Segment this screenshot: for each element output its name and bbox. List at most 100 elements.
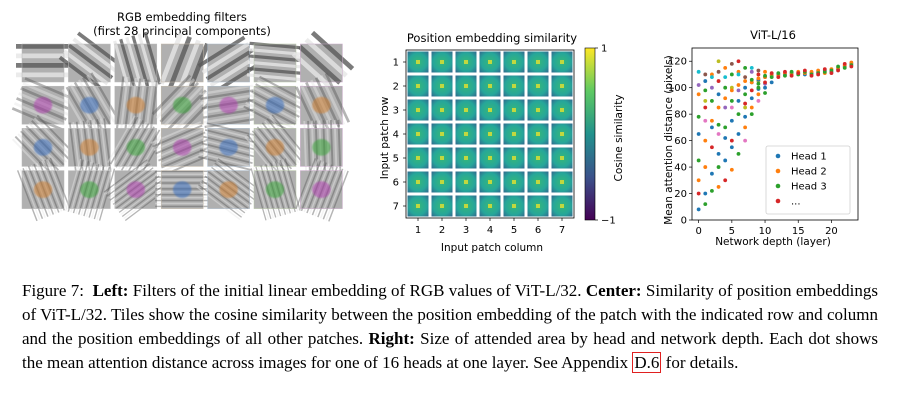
tile-peak (416, 132, 420, 136)
data-point (749, 69, 754, 74)
data-point (829, 68, 834, 73)
data-point (703, 118, 708, 123)
figure-caption: Figure 7: Left: Filters of the initial l… (22, 279, 878, 375)
filter-tile (64, 158, 116, 221)
filter-tile (159, 32, 210, 96)
caption-center-head: Center: (585, 281, 642, 300)
x-tick-label: 5 (511, 225, 517, 236)
data-point (716, 79, 721, 83)
data-point (710, 75, 714, 80)
data-point (716, 69, 721, 74)
data-point (696, 69, 701, 74)
tile-peak (440, 108, 444, 112)
data-point (736, 151, 741, 156)
data-point (763, 69, 767, 74)
legend-marker (775, 168, 781, 174)
tile-peak (416, 60, 420, 64)
filter-tile (58, 31, 123, 92)
data-point (716, 132, 721, 136)
y-tick-label: 7 (393, 202, 399, 213)
data-point (729, 138, 734, 143)
filter-tile (155, 170, 210, 209)
y-tick-label: 40 (674, 163, 687, 174)
data-point (756, 92, 761, 97)
data-point (769, 71, 774, 76)
data-point (723, 75, 728, 80)
tile-peak (512, 108, 516, 112)
data-point (809, 73, 814, 78)
legend-marker (775, 153, 781, 159)
filter-tile (103, 159, 169, 222)
data-point (729, 145, 734, 150)
data-point (696, 132, 701, 136)
y-tick-label: 80 (674, 110, 687, 121)
data-point (749, 88, 754, 93)
data-point (816, 68, 821, 73)
appendix-link[interactable]: D.6 (632, 352, 662, 373)
filter-tile (196, 158, 262, 220)
data-point (763, 85, 767, 90)
data-point (710, 188, 714, 193)
data-point (789, 69, 794, 74)
tile-peak (512, 132, 516, 136)
data-point (696, 83, 701, 87)
data-point (736, 69, 741, 74)
filter-tile (198, 122, 260, 171)
tile-peak (464, 132, 468, 136)
data-point (729, 99, 734, 103)
data-point (822, 67, 827, 72)
x-tick-label: 10 (759, 226, 772, 237)
tile-peak (560, 204, 564, 208)
data-point (749, 96, 754, 101)
data-point (743, 101, 748, 106)
legend-box (765, 145, 851, 215)
legend-label: Head 3 (791, 182, 827, 193)
data-point (729, 61, 734, 66)
data-point (716, 59, 721, 64)
tile-peak (440, 60, 444, 64)
data-point (710, 85, 714, 90)
data-point (756, 85, 761, 90)
x-tick-label: 20 (825, 226, 838, 237)
data-point (783, 73, 787, 78)
tile-peak (488, 180, 492, 184)
data-point (743, 65, 748, 70)
tile-peak (512, 84, 516, 88)
data-point (696, 178, 701, 183)
data-point (710, 118, 714, 123)
tile-peak (560, 108, 564, 112)
data-point (716, 105, 721, 110)
filter-tile (68, 118, 112, 177)
tile-peak (512, 60, 516, 64)
tile-peak (560, 132, 564, 136)
data-point (816, 72, 821, 77)
x-tick-label: 6 (535, 225, 541, 236)
caption-left-head: Left: (92, 281, 129, 300)
data-point (756, 72, 761, 77)
tile-peak (536, 180, 540, 184)
data-point (736, 132, 741, 136)
data-point (710, 171, 714, 176)
data-point (716, 165, 721, 169)
tile-peak (488, 60, 492, 64)
data-point (756, 68, 761, 73)
data-point (716, 185, 721, 189)
filter-tile (150, 121, 215, 176)
y-tick-label: 1 (393, 58, 399, 69)
tile-peak (488, 84, 492, 88)
data-point (729, 72, 734, 77)
tile-peak (488, 204, 492, 208)
x-tick-label: 3 (463, 225, 469, 236)
data-point (736, 83, 741, 87)
data-point (729, 118, 734, 123)
data-point (703, 105, 708, 110)
data-point (716, 92, 721, 97)
y-tick-label: 5 (393, 154, 399, 165)
data-point (723, 105, 728, 110)
tile-peak (560, 156, 564, 160)
y-tick-label: 20 (674, 189, 687, 200)
data-point (723, 125, 728, 130)
data-point (696, 191, 701, 196)
data-point (736, 72, 741, 77)
